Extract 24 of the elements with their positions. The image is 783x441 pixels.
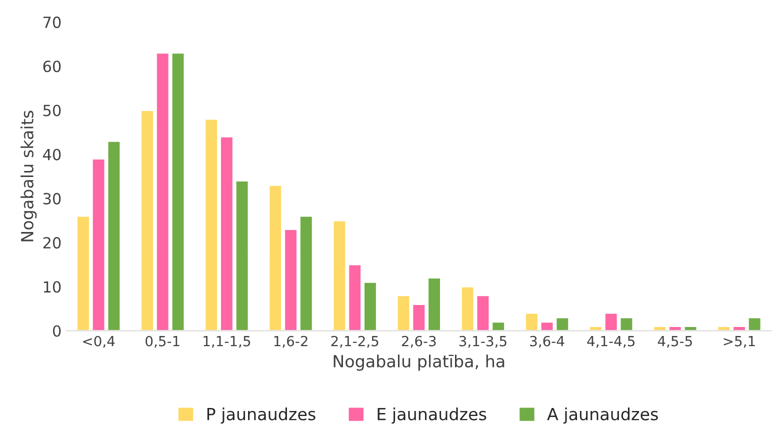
x-tick-label: 1,6-2 — [274, 336, 308, 348]
y-axis-title: Nogabalu skaits — [20, 110, 37, 242]
y-tick-label: 50 — [43, 104, 61, 116]
x-tick-label: 3,6-4 — [530, 336, 564, 348]
y-tick-label: 10 — [44, 281, 61, 293]
x-tick-label: 3,1-3,5 — [459, 336, 506, 348]
x-tick-label: 1,1-1,5 — [204, 336, 250, 348]
legend-label: A jaunaudzes — [547, 407, 658, 424]
legend-label: P jaunaudzes — [207, 407, 316, 424]
y-tick-label: 30 — [43, 192, 61, 204]
y-tick-label: 70 — [44, 16, 61, 28]
y-tick-label: 40 — [43, 148, 61, 160]
x-tick-label: 0,5-1 — [146, 336, 180, 348]
x-axis-title: Nogabalu platība, ha — [334, 354, 504, 371]
y-tick-label: 20 — [43, 237, 61, 249]
y-tick-label: 60 — [43, 60, 61, 72]
x-tick-label: 2,1-2,5 — [331, 336, 378, 348]
y-tick-label: 0 — [52, 325, 61, 337]
x-tick-label: <0,4 — [83, 336, 115, 348]
x-tick-label: 4,5-5 — [658, 336, 692, 348]
x-tick-label: 2,6-3 — [402, 336, 436, 348]
x-tick-label: 4,1-4,5 — [587, 336, 634, 348]
x-tick-label: >5,1 — [724, 336, 755, 348]
legend-label: E jaunaudzes — [378, 407, 486, 424]
